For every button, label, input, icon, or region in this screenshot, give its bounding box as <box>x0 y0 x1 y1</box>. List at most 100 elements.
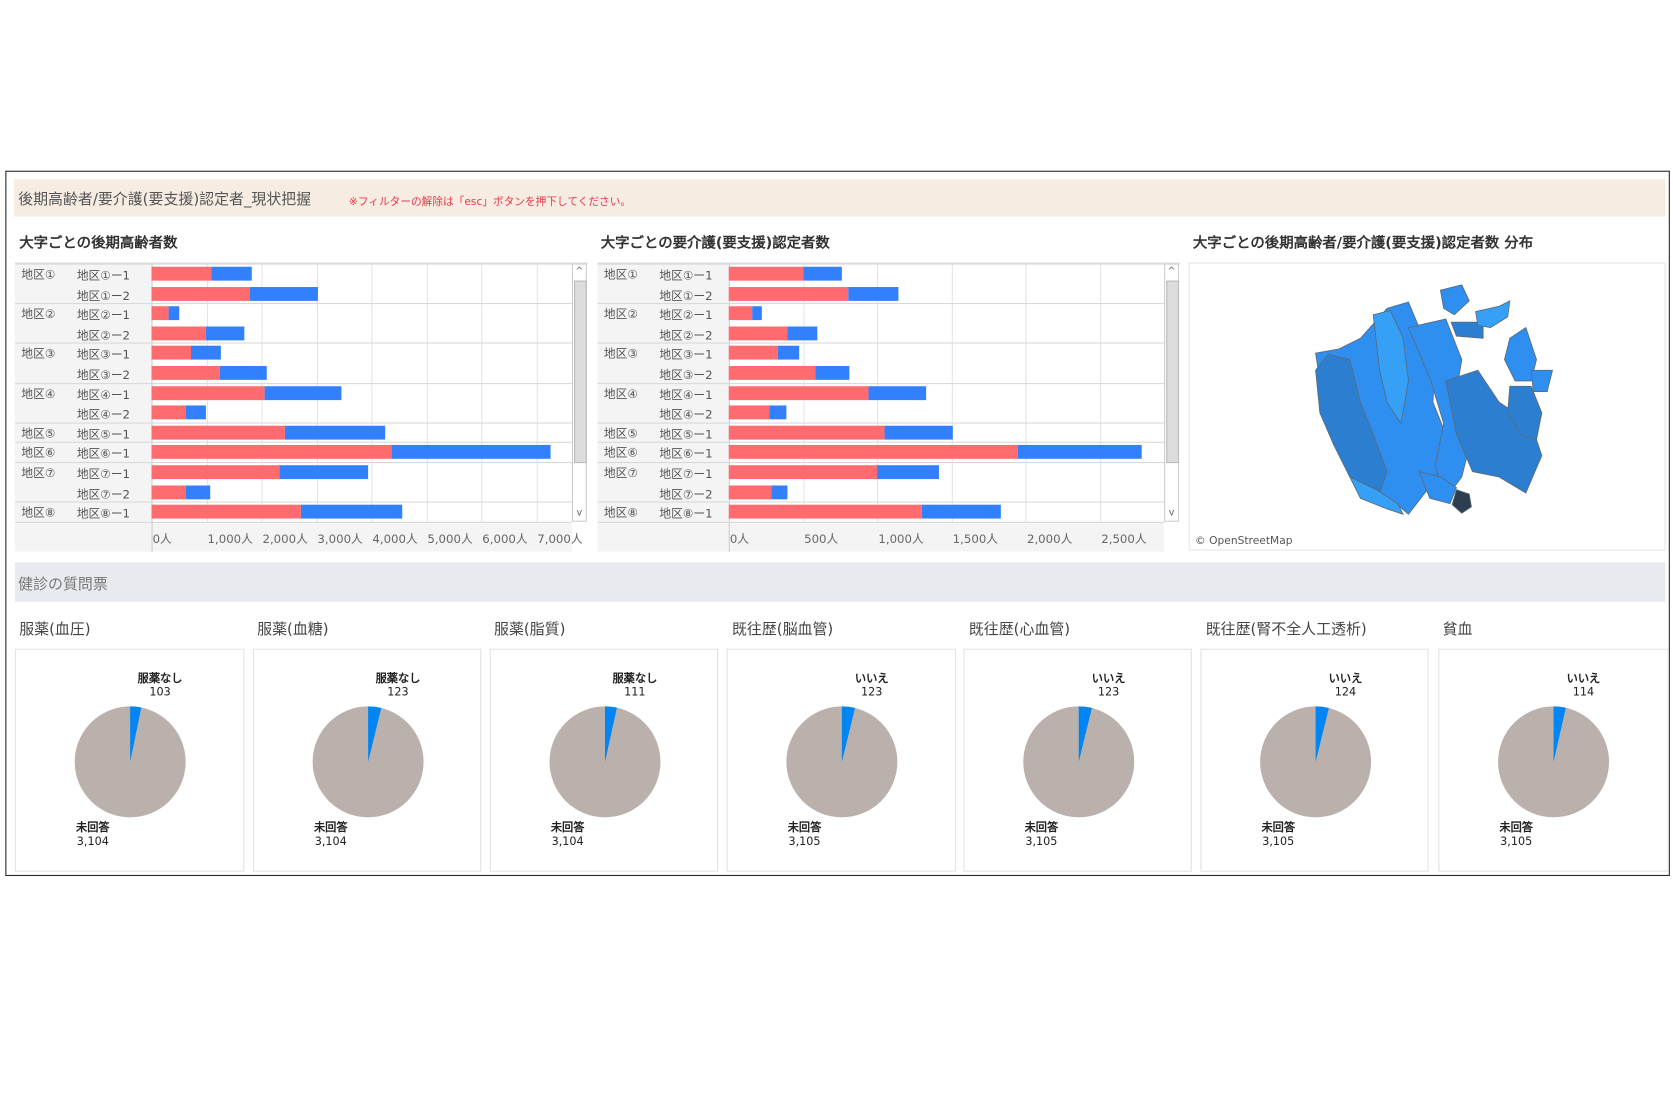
pie-chart-card[interactable]: 服薬なし 103 未回答 3,104 <box>14 648 245 872</box>
bar-segment-blue[interactable] <box>264 385 342 400</box>
category-label[interactable]: 地区①ー1 <box>659 268 713 283</box>
category-label[interactable]: 地区②ー2 <box>76 328 131 343</box>
map-region[interactable] <box>1530 369 1554 393</box>
category-label[interactable]: 地区③ー2 <box>659 368 713 382</box>
pie-slice-answer[interactable] <box>1553 706 1566 762</box>
bar-segment-blue[interactable] <box>769 405 787 420</box>
bar-segment-red[interactable] <box>728 365 816 380</box>
category-label[interactable]: 地区①ー2 <box>659 288 713 303</box>
category-label[interactable]: 地区②ー1 <box>76 308 131 323</box>
category-label[interactable]: 地区③ー1 <box>659 348 713 363</box>
group-label[interactable]: 地区⑤ <box>21 426 56 441</box>
category-label[interactable]: 地区⑤ー1 <box>76 427 131 442</box>
bar-segment-red[interactable] <box>728 504 922 519</box>
bar-segment-blue[interactable] <box>751 306 762 321</box>
scroll-down-icon[interactable]: v <box>576 507 583 519</box>
pie-slice-unanswered[interactable] <box>312 706 424 818</box>
group-label[interactable]: 地区② <box>603 307 638 322</box>
bar-segment-red[interactable] <box>728 465 877 480</box>
pie-chart[interactable] <box>728 650 957 871</box>
pie-chart[interactable] <box>965 650 1193 871</box>
map-region[interactable] <box>1407 318 1473 500</box>
bar-segment-red[interactable] <box>151 306 169 321</box>
group-label[interactable]: 地区④ <box>603 386 638 401</box>
map-region[interactable] <box>1504 326 1537 382</box>
map-region[interactable] <box>1475 300 1511 329</box>
bar-segment-blue[interactable] <box>190 346 221 360</box>
map-region[interactable] <box>1372 309 1409 425</box>
bar-segment-blue[interactable] <box>885 425 953 440</box>
map-region[interactable] <box>1348 476 1404 516</box>
bar-segment-blue[interactable] <box>210 266 252 281</box>
map-region-highlight[interactable] <box>1451 489 1472 514</box>
bar-segment-blue[interactable] <box>1017 445 1142 460</box>
category-label[interactable]: 地区⑥ー1 <box>659 447 713 462</box>
care-bar-chart[interactable]: 0人 500人 1,000人 1,500人 2,000人 2,500人 地区① 地区①ー1 地区… <box>597 262 1181 552</box>
bar-segment-red[interactable] <box>728 425 886 440</box>
pie-chart[interactable] <box>254 650 482 871</box>
pie-chart-card[interactable]: いいえ 123 未回答 3,105 <box>963 648 1193 872</box>
category-label[interactable]: 地区④ー1 <box>659 387 713 402</box>
distribution-map[interactable]: © OpenStreetMap <box>1188 262 1667 552</box>
category-label[interactable]: 地区③ー2 <box>76 368 131 382</box>
map-region[interactable] <box>1439 284 1470 316</box>
bar-segment-red[interactable] <box>728 445 1018 460</box>
bar-segment-red[interactable] <box>151 286 250 301</box>
scroll-down-icon[interactable]: v <box>1168 507 1175 519</box>
pie-slice-answer[interactable] <box>1315 706 1329 762</box>
category-label[interactable]: 地区⑥ー1 <box>76 447 131 462</box>
map-region[interactable] <box>1507 385 1543 441</box>
bar-segment-blue[interactable] <box>219 365 267 380</box>
pie-chart-card[interactable]: いいえ 114 未回答 3,105 <box>1438 648 1669 872</box>
map-attribution[interactable]: © OpenStreetMap <box>1195 535 1293 548</box>
bar-segment-red[interactable] <box>151 504 301 519</box>
bar-segment-red[interactable] <box>728 326 788 341</box>
pie-slice-answer[interactable] <box>841 706 856 762</box>
bar-segment-blue[interactable] <box>391 445 552 460</box>
pie-chart[interactable] <box>16 650 245 871</box>
category-label[interactable]: 地区⑦ー1 <box>76 467 131 482</box>
pie-chart-card[interactable]: 服薬なし 123 未回答 3,104 <box>252 648 482 872</box>
category-label[interactable]: 地区①ー2 <box>76 288 131 303</box>
bar-segment-red[interactable] <box>151 365 220 380</box>
scrollbar-thumb[interactable] <box>1166 280 1180 464</box>
pie-chart-card[interactable]: いいえ 123 未回答 3,105 <box>726 648 957 872</box>
pie-slice-unanswered[interactable] <box>1023 706 1135 818</box>
category-label[interactable]: 地区⑧ー1 <box>659 507 713 521</box>
group-label[interactable]: 地区① <box>21 267 56 282</box>
category-label[interactable]: 地区③ー1 <box>76 348 131 363</box>
category-label[interactable]: 地区②ー1 <box>659 308 713 323</box>
bar-segment-red[interactable] <box>151 346 191 360</box>
category-label[interactable]: 地区⑦ー2 <box>659 487 713 502</box>
map-region[interactable] <box>1450 321 1484 339</box>
bar-segment-blue[interactable] <box>185 485 210 499</box>
category-label[interactable]: 地区②ー2 <box>659 328 713 343</box>
vertical-scrollbar[interactable]: ^ v <box>571 263 587 522</box>
bar-segment-blue[interactable] <box>868 385 926 400</box>
pie-chart[interactable] <box>1439 650 1669 871</box>
bar-segment-red[interactable] <box>728 485 771 499</box>
bar-segment-blue[interactable] <box>205 326 244 341</box>
group-label[interactable]: 地区③ <box>21 347 56 362</box>
map-choropleth[interactable] <box>1190 264 1667 552</box>
scroll-up-icon[interactable]: ^ <box>1167 266 1176 278</box>
bar-segment-red[interactable] <box>728 306 752 321</box>
category-label[interactable]: 地区⑧ー1 <box>76 507 131 521</box>
group-label[interactable]: 地区⑧ <box>603 505 638 520</box>
map-region[interactable] <box>1418 470 1457 505</box>
bar-segment-red[interactable] <box>151 385 265 400</box>
group-label[interactable]: 地区① <box>603 267 638 282</box>
bar-segment-blue[interactable] <box>300 504 403 519</box>
scrollbar-thumb[interactable] <box>574 280 587 464</box>
bar-segment-blue[interactable] <box>285 425 386 440</box>
bar-segment-red[interactable] <box>728 266 804 281</box>
pie-chart-card[interactable]: 服薬なし 111 未回答 3,104 <box>489 648 719 872</box>
category-label[interactable]: 地区⑦ー1 <box>659 467 713 482</box>
pie-slice-answer[interactable] <box>368 706 382 762</box>
category-label[interactable]: 地区④ー1 <box>76 387 131 402</box>
bar-segment-blue[interactable] <box>777 346 799 360</box>
group-label[interactable]: 地区⑥ <box>603 446 638 461</box>
bar-segment-red[interactable] <box>151 405 186 420</box>
group-label[interactable]: 地区⑥ <box>21 446 56 461</box>
bar-segment-blue[interactable] <box>803 266 842 281</box>
